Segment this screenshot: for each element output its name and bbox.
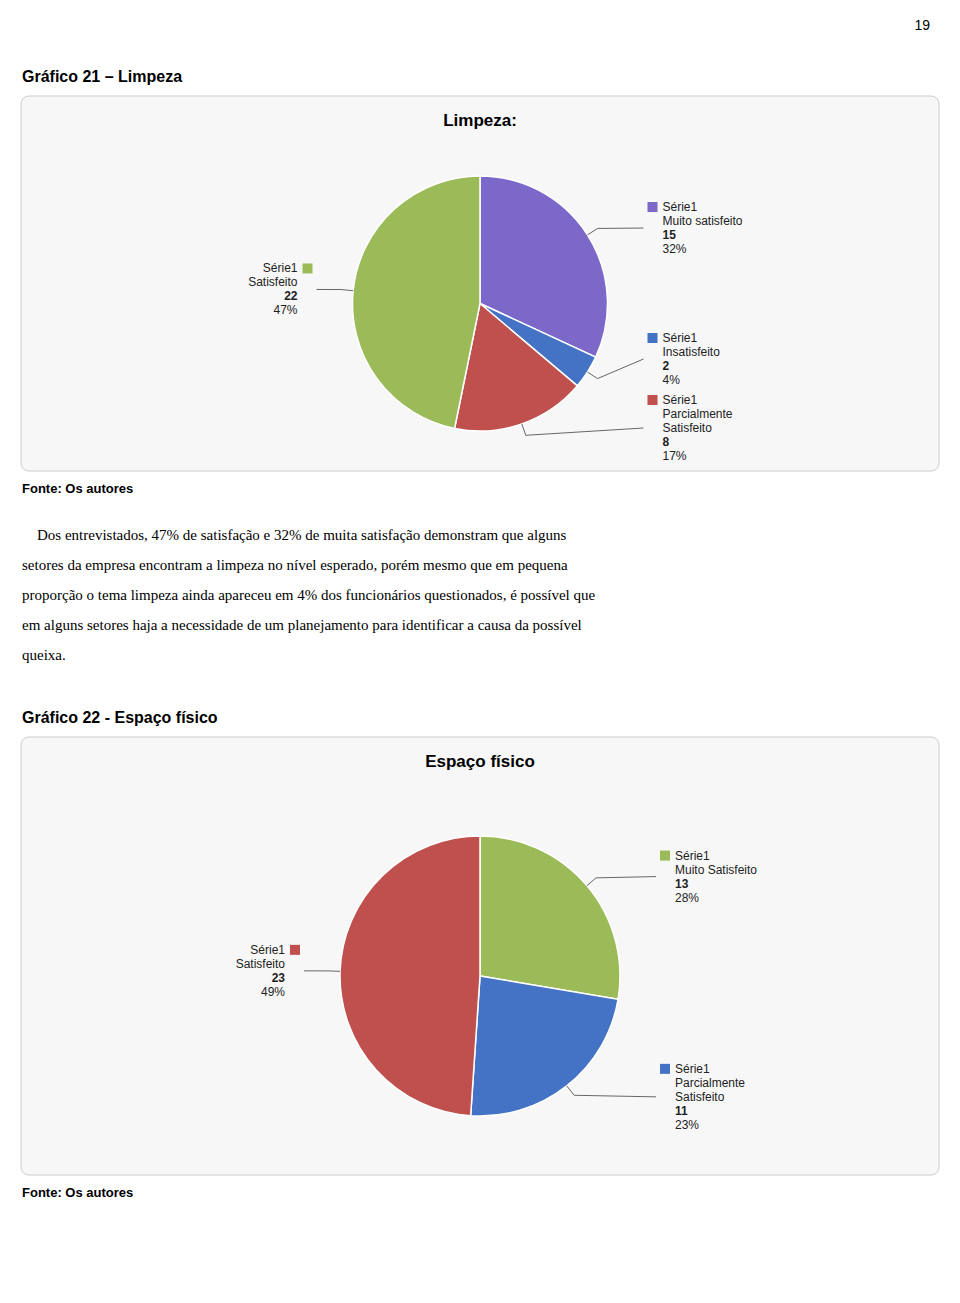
label-series: Série1 [663,393,698,407]
leader-line [587,877,656,886]
body-line: Dos entrevistados, 47% de satisfação e 3… [22,527,567,543]
chart-source: Fonte: Os autores [22,1185,133,1200]
label-swatch [660,1064,670,1074]
label-swatch [648,333,658,343]
chart: Gráfico 21 – LimpezaLimpeza:Série1Muito … [21,68,939,496]
label-swatch [290,945,300,955]
label-series: Série1 [663,200,698,214]
chart-subtitle: Espaço físico [425,752,535,771]
label-percentage: 47% [273,303,297,317]
leader-line [587,228,643,235]
label-percentage: 49% [261,985,285,999]
label-category-line: Insatisfeito [663,345,721,359]
leader-line [317,289,354,290]
label-category: Satisfeito [248,275,298,289]
label-category: Insatisfeito [663,345,721,359]
label-percentage: 4% [663,373,681,387]
label-swatch [648,395,658,405]
label-category: ParcialmenteSatisfeito [675,1076,745,1104]
body-line: proporção o tema limpeza ainda apareceu … [22,587,595,603]
label-swatch [648,202,658,212]
chart-subtitle: Limpeza: [443,111,517,130]
label-category-line: Satisfeito [663,421,713,435]
label-percentage: 17% [663,449,687,463]
label-category-line: Muito satisfeito [663,214,743,228]
chart-title: Gráfico 22 - Espaço físico [22,709,218,726]
pie [340,836,620,1116]
label-category-line: Muito Satisfeito [675,863,757,877]
leader-line [522,424,644,435]
label-category-line: Parcialmente [675,1076,745,1090]
label-percentage: 28% [675,891,699,905]
label-percentage: 23% [675,1118,699,1132]
label-category: Muito satisfeito [663,214,743,228]
label-category-line: Satisfeito [236,957,286,971]
pie [353,176,608,431]
label-category: Muito Satisfeito [675,863,757,877]
label-value: 15 [663,228,677,242]
leader-line [567,1086,656,1097]
pie-slice [480,836,620,999]
label-category: ParcialmenteSatisfeito [663,407,733,435]
label-value: 22 [284,289,298,303]
label-category-line: Parcialmente [663,407,733,421]
label-series: Série1 [663,331,698,345]
pie-slice [471,976,618,1116]
chart-title: Gráfico 21 – Limpeza [22,68,182,85]
body-line: setores da empresa encontram a limpeza n… [22,557,568,573]
label-value: 2 [663,359,670,373]
label-value: 8 [663,435,670,449]
chart-panel [21,737,939,1175]
label-category-line: Satisfeito [248,275,298,289]
page-number: 19 [914,17,930,33]
leader-line [587,359,643,379]
label-value: 13 [675,877,689,891]
body-text: Dos entrevistados, 47% de satisfação e 3… [22,527,595,663]
leader-line [304,970,340,971]
body-line: queixa. [22,647,66,663]
chart: Gráfico 22 - Espaço físico Espaço físico S… [21,709,939,1200]
label-series: Série1 [250,943,285,957]
label-value: 23 [272,971,286,985]
data-labels: Série1Muito satisfeito1532%Série1Insatis… [248,200,743,463]
label-series: Série1 [675,1062,710,1076]
label-category: Satisfeito [236,957,286,971]
label-series: Série1 [263,261,298,275]
chart-panel [21,96,939,471]
label-swatch [660,851,670,861]
label-category-line: Satisfeito [675,1090,725,1104]
body-line: em alguns setores haja a necessidade de … [22,617,582,633]
label-series: Série1 [675,849,710,863]
label-value: 11 [675,1104,688,1118]
pie-slice [340,836,480,1116]
pie-slice [353,176,480,428]
data-labels: Série1Muito Satisfeito1328%Série1Parcial… [236,849,758,1132]
label-swatch [303,263,313,273]
label-percentage: 32% [663,242,687,256]
chart-source: Fonte: Os autores [22,481,133,496]
page: 19 Dos entrevistados, 47% de satisfação … [0,0,960,1303]
